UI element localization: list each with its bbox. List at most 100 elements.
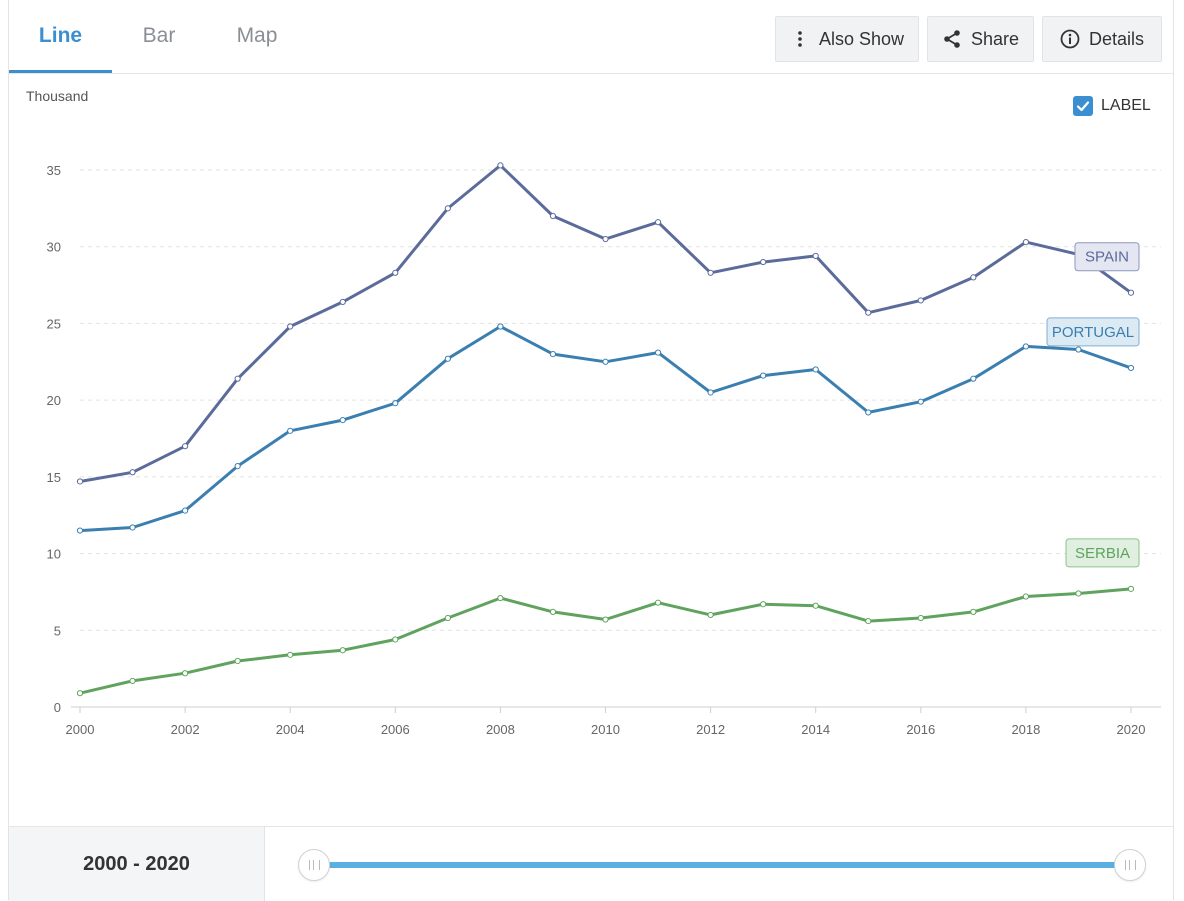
data-point [812,602,819,609]
data-point [287,427,294,434]
data-point [392,400,399,407]
series-label-spain: SPAIN [1085,249,1129,266]
data-point [287,323,294,330]
data-point [812,366,819,373]
data-point [760,372,767,379]
data-point [182,443,189,450]
data-point [1075,590,1082,597]
data-point [1022,343,1030,350]
data-point [287,651,294,658]
also-show-label: Also Show [818,28,905,49]
data-point [865,309,872,316]
data-point [444,614,451,622]
x-tick-label: 2006 [381,722,410,737]
data-point [707,269,714,276]
x-tick-label: 2014 [801,722,830,737]
y-tick-label: 15 [47,470,61,485]
y-tick-label: 5 [54,623,61,638]
data-point [549,351,557,358]
data-point [1022,239,1030,246]
y-tick-label: 30 [47,240,61,255]
data-point [234,375,241,382]
data-point [182,507,189,514]
data-point [497,323,504,330]
data-point [917,614,924,622]
data-point [234,463,241,470]
x-tick-label: 2004 [276,722,305,737]
x-tick-label: 2018 [1011,722,1040,737]
data-point [392,269,399,276]
data-point [812,252,819,260]
series-label-badge [1074,242,1140,272]
data-point [1127,585,1135,592]
series-label-serbia: SERBIA [1075,545,1130,562]
vertical-dots-icon [790,29,810,49]
data-point [917,398,924,405]
data-point [76,690,84,697]
series-label-badge [1046,317,1140,347]
details-button[interactable]: Details [1042,16,1162,62]
data-point [917,297,924,304]
data-point [1022,593,1030,600]
range-slider-end-handle[interactable] [1114,849,1146,881]
grip-icon [1124,860,1136,870]
details-label: Details [1088,28,1145,49]
data-point [654,349,662,356]
data-point [602,616,609,623]
data-point [970,375,977,382]
data-point [339,298,346,306]
data-point [1075,346,1082,353]
label-toggle[interactable]: LABEL [1073,96,1151,116]
line-chart: 0 5 10 15 20 25 30 35 2000 2002 2004 2006 2008 2010 20… [47,162,1161,737]
y-axis-unit-label: Thousand [26,88,89,104]
data-point [339,416,346,424]
data-point [760,258,767,266]
data-point [444,205,451,212]
share-button[interactable]: Share [927,16,1034,62]
series-label-portugal: PORTUGAL [1052,324,1134,341]
y-tick-label: 10 [47,547,61,562]
y-tick-label: 0 [54,700,61,715]
data-point [602,358,609,365]
data-point [760,601,767,608]
data-point [1127,289,1135,296]
checkbox-checked-icon[interactable] [1073,96,1093,116]
data-point [497,162,504,169]
data-point [707,389,714,396]
data-point [970,274,977,281]
x-tick-label: 2012 [696,722,725,737]
data-point [392,636,399,643]
series-line-serbia [78,587,1133,695]
range-slider-start-handle[interactable] [298,849,330,881]
series-label-badge [1065,538,1140,568]
x-tick-label: 2020 [1117,722,1146,737]
data-point [970,608,977,615]
range-slider-track[interactable] [314,862,1130,868]
data-point [129,677,136,685]
tab-bar[interactable]: Bar [142,24,176,47]
info-icon [1060,29,1080,49]
data-point [76,527,84,534]
chart-type-tabs: Line Bar Map Also Show Share Details [9,0,1173,74]
series-line-spain [78,163,1133,483]
share-icon [942,29,962,49]
data-point [654,599,662,606]
data-point [707,611,714,619]
also-show-button[interactable]: Also Show [775,16,919,62]
tab-line[interactable]: Line [9,0,112,73]
y-tick-label: 35 [47,163,61,178]
data-point [182,670,189,677]
grip-icon [308,860,320,870]
x-tick-label: 2010 [591,722,620,737]
tab-map[interactable]: Map [236,24,278,47]
data-point [549,608,557,615]
data-point [234,657,241,665]
series-line-portugal [78,325,1133,533]
data-point [339,647,346,654]
range-text: 2000 - 2020 [9,827,265,901]
time-range-footer: 2000 - 2020 [9,826,1173,901]
label-toggle-text: LABEL [1101,97,1151,114]
data-point [497,594,504,602]
data-point [129,469,136,476]
y-tick-label: 20 [47,393,61,408]
